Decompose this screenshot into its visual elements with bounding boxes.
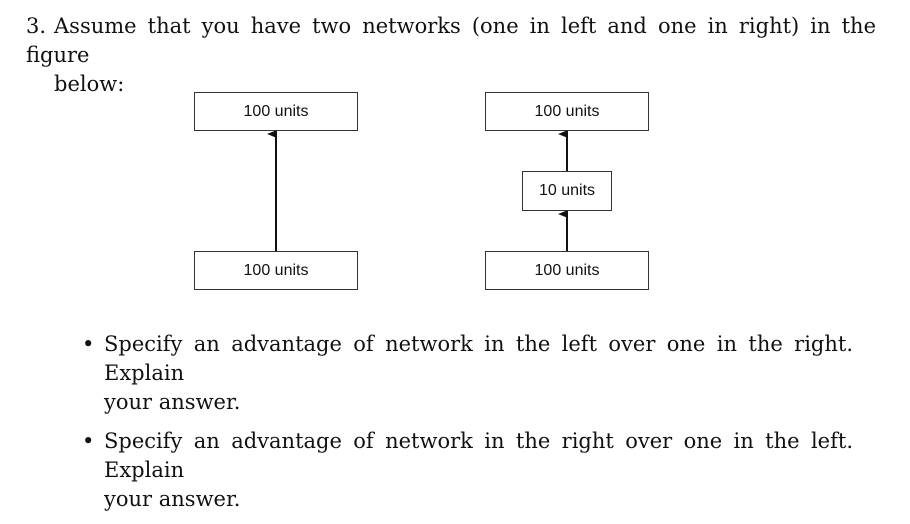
bullet-line-2: your answer.	[104, 390, 241, 414]
question-text: 3. Assume that you have two networks (one…	[26, 12, 876, 99]
bullet-line-1: Specify an advantage of network in the l…	[104, 332, 853, 385]
bullet-list: • Specify an advantage of network in the…	[80, 330, 853, 524]
left-bottom-layer-box: 100 units	[194, 251, 358, 290]
right-top-layer-box: 100 units	[485, 92, 649, 131]
question-line-1: 3. Assume that you have two networks (one…	[26, 12, 876, 70]
right-middle-layer-box: 10 units	[522, 171, 612, 211]
bullet-line-2: your answer.	[104, 487, 241, 511]
bullet-marker: •	[82, 429, 95, 453]
question-line-1-text: Assume that you have two networks (one i…	[26, 14, 876, 67]
bullet-item-left-advantage: • Specify an advantage of network in the…	[80, 330, 853, 417]
question-number: 3.	[26, 14, 47, 38]
left-top-layer-box: 100 units	[194, 92, 358, 131]
right-bottom-layer-box: 100 units	[485, 251, 649, 290]
bullet-marker: •	[82, 332, 95, 356]
bullet-line-1: Specify an advantage of network in the r…	[104, 429, 853, 482]
network-arrows	[267, 130, 568, 251]
bullet-item-right-advantage: • Specify an advantage of network in the…	[80, 427, 853, 514]
question-line-2: below:	[54, 72, 125, 96]
